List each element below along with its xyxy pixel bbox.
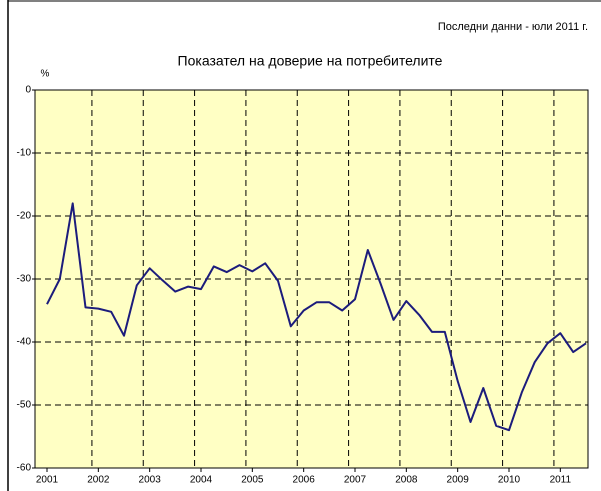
y-tick-label: -30 — [17, 274, 32, 285]
y-axis-label: % — [41, 69, 50, 80]
x-tick-label: 2006 — [293, 475, 316, 486]
y-tick-label: 0 — [25, 85, 31, 96]
y-tick-label: -40 — [17, 337, 32, 348]
x-tick-label: 2007 — [344, 475, 367, 486]
data-line — [46, 202, 587, 432]
x-tick-label: 2010 — [498, 475, 521, 486]
x-tick-label: 2005 — [241, 475, 264, 486]
y-tick-label: -10 — [17, 148, 32, 159]
chart-title: Показател на доверие на потребителите — [178, 53, 443, 69]
x-tick-label: 2004 — [190, 475, 213, 486]
y-tick-label: -50 — [17, 400, 32, 411]
x-tick-label: 2011 — [550, 475, 572, 486]
x-tick-label: 2009 — [447, 475, 470, 486]
y-tick-label: -60 — [17, 463, 32, 474]
x-tick-label: 2001 — [36, 475, 59, 486]
x-tick-label: 2002 — [87, 475, 110, 486]
x-tick-label: 2003 — [139, 475, 162, 486]
note: Последни данни - юли 2011 г. — [438, 21, 588, 33]
x-tick-label: 2008 — [395, 475, 418, 486]
y-tick-label: -20 — [17, 211, 32, 222]
